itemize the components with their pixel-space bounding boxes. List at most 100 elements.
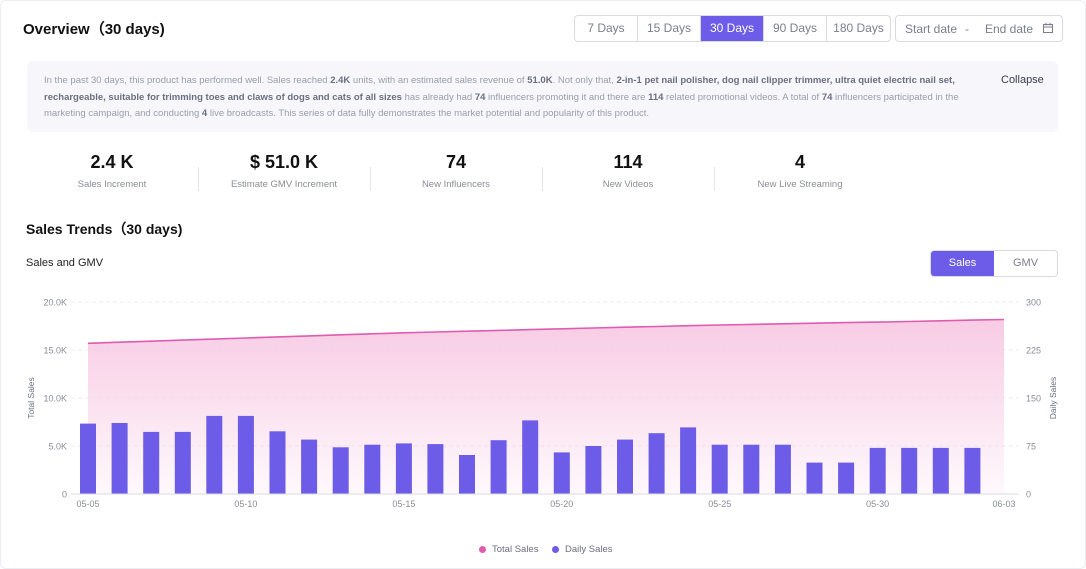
end-date-input[interactable]: End date — [985, 22, 1034, 36]
x-tick-label: 05-10 — [234, 499, 257, 509]
stat-divider — [198, 167, 199, 191]
y-tick-label-left: 5.0K — [48, 442, 67, 452]
daily-sales-bar — [774, 444, 791, 494]
daily-sales-bar — [80, 423, 96, 494]
y-tick-label-left: 0 — [62, 490, 67, 500]
stat-new-videos: 114 New Videos — [542, 152, 714, 190]
range-15-days-button[interactable]: 15 Days — [638, 16, 701, 41]
range-30-days-button[interactable]: 30 Days — [701, 16, 764, 41]
daily-sales-bar — [395, 443, 412, 494]
x-tick-label: 05-30 — [866, 499, 889, 509]
daily-sales-bar — [585, 446, 602, 494]
summary-highlight: 74 — [474, 91, 486, 103]
daily-sales-bar — [648, 433, 665, 494]
summary-fragment: influencers promoting it and there are — [485, 91, 649, 103]
stat-value: $ 51.0 K — [249, 152, 319, 172]
stat-label: Estimate GMV Increment — [230, 179, 338, 190]
daily-sales-bar — [459, 455, 475, 494]
collapse-button[interactable]: Collapse — [1001, 74, 1044, 86]
daily-sales-bar — [964, 447, 981, 494]
date-range-picker[interactable]: Start date - End date — [895, 15, 1063, 42]
summary-fragment: has already had — [401, 91, 475, 103]
daily-sales-bar — [553, 452, 570, 494]
legend-label: Total Sales — [492, 544, 539, 555]
sales-trends-title: Sales Trends（30 days) — [26, 221, 183, 237]
summary-panel: In the past 30 days, this product has pe… — [27, 61, 1058, 132]
y-tick-label-right: 0 — [1026, 490, 1031, 500]
stat-sales-increment: 2.4 K Sales Increment — [26, 152, 198, 190]
metric-toggle: Sales GMV — [930, 250, 1058, 277]
summary-highlight: 51.0K — [527, 75, 553, 86]
daily-sales-bar — [174, 431, 191, 494]
y-tick-label-right: 150 — [1026, 394, 1041, 404]
stat-value: 74 — [445, 152, 467, 172]
stat-divider — [714, 167, 715, 191]
daily-sales-bar — [143, 431, 160, 494]
range-7-days-button[interactable]: 7 Days — [575, 16, 638, 41]
daily-sales-bar — [743, 444, 760, 494]
stat-divider — [542, 167, 543, 191]
x-tick-label: 05-15 — [392, 499, 415, 509]
total-sales-area — [88, 319, 1004, 494]
y-tick-label-right: 300 — [1026, 298, 1041, 308]
legend-daily-sales[interactable]: Daily Sales — [552, 544, 613, 555]
start-date-input[interactable]: Start date — [905, 22, 958, 36]
stat-divider — [370, 167, 371, 191]
daily-sales-bar — [806, 462, 823, 494]
daily-sales-bar — [932, 447, 949, 494]
stat-new-influencers: 74 New Influencers — [370, 152, 542, 190]
stat-label: Sales Increment — [77, 179, 147, 190]
summary-fragment: related promotional videos. A total of — [663, 91, 822, 103]
daily-sales-bar — [206, 415, 223, 494]
stat-gmv-increment: $ 51.0 K Estimate GMV Increment — [198, 152, 370, 190]
daily-sales-bar — [364, 444, 381, 494]
calendar-icon — [1043, 23, 1053, 33]
x-tick-label: 06-03 — [992, 499, 1015, 509]
stat-label: New Influencers — [421, 179, 491, 190]
summary-text: In the past 30 days, this product has pe… — [44, 73, 999, 123]
stat-value: 2.4 K — [90, 152, 134, 172]
y-axis-title-left: Total Sales — [26, 377, 36, 419]
range-90-days-button[interactable]: 90 Days — [764, 16, 827, 41]
daily-sales-bar — [111, 423, 128, 494]
legend-dot — [552, 546, 559, 553]
daily-sales-bar — [301, 439, 318, 494]
legend-dot — [479, 546, 486, 553]
summary-highlight: 114 — [648, 91, 664, 103]
sales-trend-chart: 0 0 5.0K 75 10.0K 150 15.0K 225 20.0K 300 Total Sa… — [26, 298, 1058, 510]
chart-subtitle: Sales and GMV — [26, 257, 104, 269]
summary-highlight: 2-in-1 pet nail polisher, dog nail clipp… — [44, 75, 955, 103]
gmv-toggle-button[interactable]: GMV — [1012, 257, 1039, 269]
total-sales-line — [87, 318, 1005, 345]
y-tick-label-left: 20.0K — [43, 298, 67, 308]
daily-sales-bar — [237, 415, 254, 494]
y-tick-label-left: 10.0K — [43, 394, 67, 404]
daily-sales-bar — [427, 444, 444, 494]
daily-sales-bar — [269, 431, 286, 494]
daily-sales-bar — [617, 439, 633, 494]
summary-fragment: In the past 30 days, this product has pe… — [44, 75, 331, 86]
daily-sales-bar — [711, 444, 728, 494]
page-title: Overview（30 days) — [23, 21, 165, 38]
y-tick-label-right: 225 — [1026, 346, 1041, 356]
x-tick-label: 05-25 — [708, 499, 731, 509]
stat-value: 114 — [613, 152, 643, 172]
x-tick-label: 05-20 — [550, 499, 573, 509]
stat-new-live-streaming: 4 New Live Streaming — [714, 152, 886, 190]
daily-sales-bar — [332, 447, 349, 494]
legend-label: Daily Sales — [565, 544, 613, 555]
sales-toggle-button[interactable]: Sales — [931, 251, 994, 276]
daily-sales-bar — [901, 447, 918, 494]
summary-fragment: influencers participated in the marketin… — [44, 91, 959, 120]
y-tick-label-right: 75 — [1026, 442, 1036, 452]
legend-total-sales[interactable]: Total Sales — [479, 544, 538, 555]
stat-value: 4 — [794, 152, 805, 172]
summary-fragment: . Not only that, — [552, 75, 617, 86]
x-tick-label: 05-05 — [76, 499, 99, 509]
summary-highlight: 2.4K — [330, 75, 351, 86]
summary-highlight: 74 — [821, 91, 833, 103]
y-tick-label-left: 15.0K — [43, 346, 67, 356]
range-selector: 7 Days 15 Days 30 Days 90 Days 180 Days — [574, 15, 891, 42]
range-180-days-button[interactable]: 180 Days — [833, 21, 884, 35]
